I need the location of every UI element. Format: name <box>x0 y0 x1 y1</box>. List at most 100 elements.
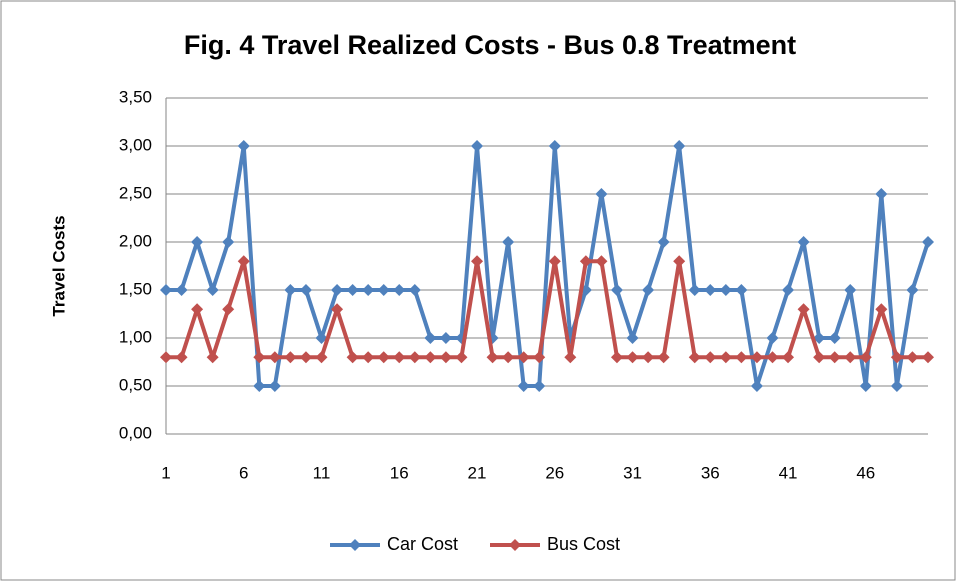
point-marker <box>439 332 452 344</box>
legend-label: Bus Cost <box>547 534 620 554</box>
point-marker <box>890 351 903 364</box>
point-marker <box>797 303 810 316</box>
y-tick-label: 3,00 <box>119 135 152 154</box>
point-marker <box>828 332 841 344</box>
point-marker <box>782 284 795 296</box>
point-marker <box>673 255 686 268</box>
point-marker <box>237 140 250 152</box>
point-marker <box>268 351 281 364</box>
point-marker <box>548 255 561 268</box>
point-marker <box>315 351 328 364</box>
point-marker <box>610 284 623 296</box>
point-marker <box>253 351 266 364</box>
point-marker <box>859 351 872 364</box>
point-marker <box>206 351 219 364</box>
point-marker <box>719 351 732 364</box>
point-marker <box>253 380 266 392</box>
point-marker <box>160 351 172 364</box>
x-tick-label: 11 <box>313 463 331 482</box>
point-marker <box>642 284 655 296</box>
y-tick-label: 0,00 <box>119 423 152 442</box>
y-tick-label: 2,00 <box>119 231 152 250</box>
point-marker <box>315 332 328 344</box>
point-marker <box>455 351 468 364</box>
point-marker <box>346 351 359 364</box>
x-tick-label: 21 <box>468 463 487 482</box>
point-marker <box>782 351 795 364</box>
point-marker <box>502 236 515 248</box>
point-marker <box>533 351 546 364</box>
point-marker <box>595 188 608 200</box>
x-tick-label: 41 <box>779 463 798 482</box>
point-marker <box>875 303 888 316</box>
point-marker <box>657 236 670 248</box>
point-marker <box>533 380 546 392</box>
point-marker <box>875 188 888 200</box>
point-marker <box>548 140 561 152</box>
y-tick-label: 2,50 <box>119 183 152 202</box>
point-marker <box>222 236 235 248</box>
point-marker <box>673 140 686 152</box>
point-marker <box>844 351 857 364</box>
point-marker <box>626 332 639 344</box>
legend-marker <box>509 539 521 551</box>
point-marker <box>813 332 826 344</box>
point-marker <box>222 303 235 316</box>
point-marker <box>191 236 204 248</box>
point-marker <box>346 284 359 296</box>
point-marker <box>362 284 375 296</box>
point-marker <box>408 284 421 296</box>
point-marker <box>564 351 577 364</box>
point-marker <box>797 236 810 248</box>
point-marker <box>393 351 406 364</box>
point-marker <box>906 351 919 364</box>
point-marker <box>362 351 375 364</box>
point-marker <box>331 284 344 296</box>
point-marker <box>331 303 344 316</box>
point-marker <box>268 380 281 392</box>
x-tick-label: 31 <box>623 463 642 482</box>
y-tick-label: 1,00 <box>119 327 152 346</box>
point-marker <box>922 351 934 364</box>
point-marker <box>424 351 437 364</box>
point-marker <box>595 255 608 268</box>
point-marker <box>750 380 763 392</box>
y-axis-label: Travel Costs <box>49 215 68 316</box>
legend-label: Car Cost <box>387 534 458 554</box>
point-marker <box>206 284 219 296</box>
point-marker <box>502 351 515 364</box>
point-marker <box>377 351 390 364</box>
x-tick-label: 26 <box>545 463 564 482</box>
point-marker <box>237 255 250 268</box>
y-tick-label: 1,50 <box>119 279 152 298</box>
point-marker <box>486 351 499 364</box>
point-marker <box>657 351 670 364</box>
point-marker <box>610 351 623 364</box>
point-marker <box>175 351 188 364</box>
point-marker <box>191 303 204 316</box>
point-marker <box>766 351 779 364</box>
point-marker <box>439 351 452 364</box>
point-marker <box>890 380 903 392</box>
x-tick-label: 36 <box>701 463 720 482</box>
point-marker <box>828 351 841 364</box>
point-marker <box>284 351 297 364</box>
point-marker <box>704 351 717 364</box>
point-marker <box>906 284 919 296</box>
point-marker <box>517 380 530 392</box>
legend-marker <box>349 539 361 551</box>
point-marker <box>175 284 188 296</box>
point-marker <box>299 284 312 296</box>
point-marker <box>284 284 297 296</box>
point-marker <box>471 255 484 268</box>
point-marker <box>859 380 872 392</box>
point-marker <box>299 351 312 364</box>
point-marker <box>735 284 748 296</box>
x-tick-label: 16 <box>390 463 409 482</box>
point-marker <box>393 284 406 296</box>
point-marker <box>424 332 437 344</box>
point-marker <box>688 284 701 296</box>
point-marker <box>626 351 639 364</box>
x-tick-label: 1 <box>161 463 170 482</box>
